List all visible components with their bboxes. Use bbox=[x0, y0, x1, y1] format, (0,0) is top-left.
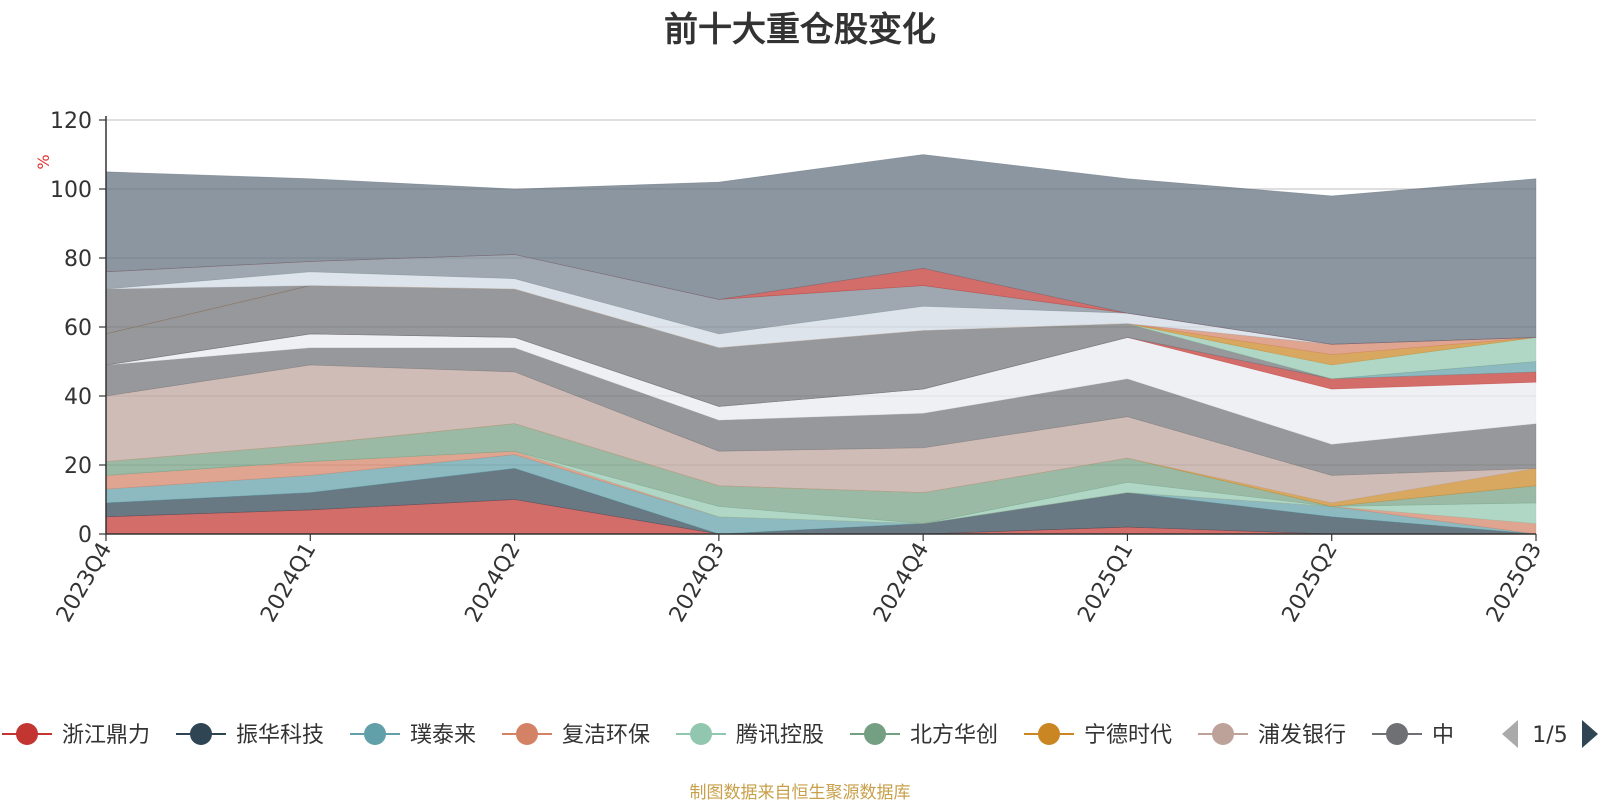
y-tick-label-4: 80 bbox=[64, 247, 92, 272]
y-tick-label-5: 100 bbox=[50, 178, 92, 203]
legend-items: 浙江鼎力 振华科技 璞泰来 复洁环保 腾讯控股 北方华创 宁德时代 浦发银行 中 bbox=[2, 723, 1454, 748]
legend-marker-6 bbox=[1038, 723, 1060, 745]
legend-label-7: 浦发银行 bbox=[1258, 723, 1346, 748]
y-tick-label-3: 60 bbox=[64, 316, 92, 341]
legend-next-page-icon[interactable] bbox=[1582, 720, 1598, 748]
x-tick-label-7: 2025Q3 bbox=[1482, 539, 1547, 627]
x-tick-label-1: 2024Q1 bbox=[256, 539, 321, 627]
legend-marker-3 bbox=[516, 723, 538, 745]
x-tick-label-5: 2025Q1 bbox=[1073, 539, 1138, 627]
x-tick-label-6: 2025Q2 bbox=[1278, 539, 1343, 627]
y-tick-label-6: 120 bbox=[50, 109, 92, 134]
legend-label-3: 复洁环保 bbox=[562, 723, 650, 748]
legend-marker-8 bbox=[1386, 723, 1408, 745]
x-tick-label-4: 2024Q4 bbox=[869, 539, 934, 627]
legend-item-5[interactable]: 北方华创 bbox=[850, 723, 998, 748]
legend-label-2: 璞泰来 bbox=[410, 723, 476, 748]
area-layer bbox=[105, 154, 1537, 535]
legend-item-3[interactable]: 复洁环保 bbox=[502, 723, 650, 748]
legend-item-8[interactable]: 中 bbox=[1372, 723, 1454, 748]
legend-marker-0 bbox=[16, 723, 38, 745]
legend-item-4[interactable]: 腾讯控股 bbox=[676, 723, 824, 748]
legend-prev-page-icon[interactable] bbox=[1502, 720, 1518, 748]
legend-marker-4 bbox=[690, 723, 712, 745]
y-tick-label-2: 40 bbox=[64, 385, 92, 410]
legend-marker-5 bbox=[864, 723, 886, 745]
legend-item-2[interactable]: 璞泰来 bbox=[350, 723, 476, 748]
legend-label-1: 振华科技 bbox=[236, 723, 324, 748]
y-tick-label-1: 20 bbox=[64, 454, 92, 479]
x-tick-label-2: 2024Q2 bbox=[460, 539, 525, 627]
area-series-20 bbox=[105, 154, 1537, 345]
y-tick-label-0: 0 bbox=[78, 523, 92, 548]
legend-marker-2 bbox=[364, 723, 386, 745]
legend-item-1[interactable]: 振华科技 bbox=[176, 723, 324, 748]
x-tick-label-3: 2024Q3 bbox=[665, 539, 730, 627]
legend-page-indicator: 1/5 bbox=[1532, 723, 1567, 748]
legend-label-0: 浙江鼎力 bbox=[62, 723, 150, 748]
x-tick-label-0: 2023Q4 bbox=[52, 539, 117, 627]
legend-item-0[interactable]: 浙江鼎力 bbox=[2, 723, 150, 748]
legend: 浙江鼎力 振华科技 璞泰来 复洁环保 腾讯控股 北方华创 宁德时代 浦发银行 中 1/5 bbox=[2, 720, 1598, 748]
legend-marker-1 bbox=[190, 723, 212, 745]
legend-label-8: 中 bbox=[1432, 723, 1454, 748]
legend-label-6: 宁德时代 bbox=[1084, 723, 1172, 748]
legend-marker-7 bbox=[1212, 723, 1234, 745]
chart-title: 前十大重仓股变化 bbox=[664, 10, 936, 50]
source-note: 制图数据来自恒生聚源数据库 bbox=[689, 783, 911, 803]
legend-item-6[interactable]: 宁德时代 bbox=[1024, 723, 1172, 748]
legend-label-5: 北方华创 bbox=[910, 723, 998, 748]
stacked-area-chart: 0 20 40 60 80 100 120% 2023Q4 2024Q1 2024Q2 2024Q3… bbox=[2, 109, 1598, 748]
y-axis-label: % bbox=[34, 154, 53, 169]
legend-label-4: 腾讯控股 bbox=[736, 723, 824, 748]
legend-item-7[interactable]: 浦发银行 bbox=[1198, 723, 1346, 748]
